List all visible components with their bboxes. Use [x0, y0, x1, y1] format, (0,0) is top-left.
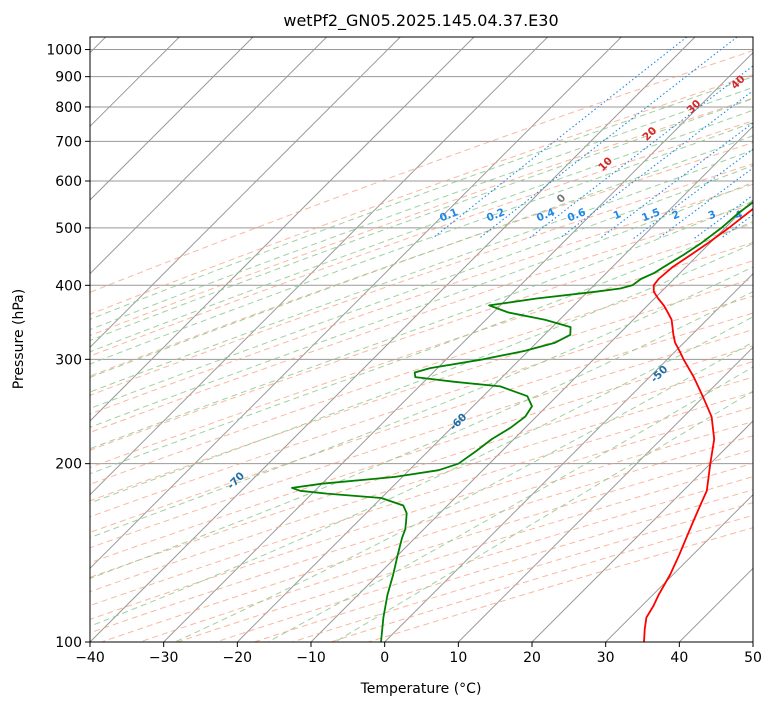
moist-adiabat-line [90, 135, 753, 378]
dry-adiabat-line [90, 74, 753, 315]
y-tick-label: 700 [55, 134, 82, 150]
chart-title: wetPf2_GN05.2025.145.04.37.E30 [283, 11, 558, 31]
y-axis-ticks: 100 200 300 400 500 600 700 800 900 1000 [46, 43, 90, 651]
x-tick-label: 10 [449, 650, 467, 666]
dry-adiabat-line [90, 278, 753, 502]
isotherm-line [752, 641, 753, 642]
isotherm-line [162, 51, 753, 642]
y-tick-label: 600 [55, 174, 82, 190]
mixing-ratio-label: 0.2 [485, 206, 507, 224]
y-tick-label: 1000 [46, 43, 82, 59]
mixing-ratio-line [599, 122, 753, 239]
moist-adiabat-line [90, 291, 753, 579]
mixing-ratio-line [528, 65, 753, 239]
y-tick-label: 900 [55, 70, 82, 86]
isotherm-line [236, 125, 753, 642]
moist-adiabat-line [90, 164, 753, 410]
moist-adiabat-label: 0 [555, 192, 569, 206]
plot-area: 0.10.20.40.611.52346810131620253036-100-… [36, 35, 775, 642]
temperature-line [643, 207, 753, 642]
mixing-ratio-label: 3 [706, 208, 717, 222]
mixing-ratio-label: 1 [612, 208, 623, 222]
dry-adiabat-line [90, 203, 753, 433]
moist-adiabat-label: 10 [596, 155, 615, 174]
x-tick-label: 40 [670, 650, 688, 666]
y-tick-label: 800 [55, 100, 82, 116]
mixing-ratio-label: 2 [670, 208, 681, 222]
x-tick-label: −40 [75, 650, 105, 666]
isotherm-line [383, 272, 753, 642]
isotherm-line [90, 37, 696, 642]
mixing-ratio-line [478, 37, 738, 239]
isopleth-labels: 0.10.20.40.611.52346810131620253036-100-… [36, 73, 748, 544]
mixing-ratio-label: 1.5 [640, 206, 662, 224]
x-tick-label: 20 [523, 650, 541, 666]
dry-adiabat-line [90, 420, 753, 634]
mixing-ratio-line [760, 35, 775, 239]
x-tick-label: −20 [223, 650, 253, 666]
x-tick-label: 30 [597, 650, 615, 666]
plot-frame [89, 36, 754, 643]
isotherm-line [604, 493, 753, 642]
moist-adiabats [90, 76, 753, 642]
dewpoint-line [291, 201, 753, 642]
mixing-ratio-lines [432, 35, 775, 239]
x-tick-label: 0 [380, 650, 389, 666]
dry-adiabat-line [90, 361, 753, 578]
isotherm-line [90, 37, 549, 496]
moist-adiabat-line [266, 366, 753, 642]
dry-adiabat-label: -60 [448, 411, 470, 433]
moist-adiabat-label: 20 [640, 125, 659, 144]
isotherm-line [457, 346, 753, 642]
isotherm-line [310, 199, 753, 642]
dry-adiabats [90, 50, 753, 642]
mixing-ratio-line [658, 167, 753, 239]
y-axis-label: Pressure (hPa) [11, 289, 27, 389]
sounding-series [291, 201, 753, 642]
dry-adiabat-label: -50 [648, 363, 670, 385]
x-tick-label: −10 [296, 650, 326, 666]
moist-adiabat-line [90, 181, 753, 428]
x-axis-ticks: −40 −30 −20 −10 0 10 20 30 40 50 [75, 642, 762, 666]
y-tick-label: 100 [55, 635, 82, 651]
mixing-ratio-line [720, 214, 753, 239]
moist-adiabat-line [90, 242, 753, 504]
mixing-ratio-label: 4 [733, 208, 744, 222]
dry-adiabat-line [252, 489, 753, 642]
y-tick-label: 400 [55, 278, 82, 294]
moist-adiabat-label: 40 [729, 73, 748, 92]
dry-adiabat-line [290, 502, 753, 642]
mixing-ratio-label: 0.1 [438, 206, 460, 224]
dry-adiabat-line [328, 514, 753, 642]
y-tick-label: 200 [55, 457, 82, 473]
moist-adiabat-label: 30 [685, 98, 704, 117]
isotherm-line [90, 37, 328, 275]
dry-adiabat-line [90, 241, 753, 469]
dry-adiabat-label: -80 [36, 522, 58, 544]
isotherm-line [90, 37, 475, 422]
y-tick-label: 500 [55, 221, 82, 237]
x-tick-label: −30 [149, 650, 179, 666]
dry-adiabat-line [90, 391, 753, 607]
y-tick-label: 300 [55, 352, 82, 368]
moist-adiabat-line [90, 266, 753, 539]
isotherm-line [90, 37, 181, 128]
x-axis-label: Temperature (°C) [360, 681, 482, 697]
x-tick-label: 50 [744, 650, 762, 666]
isotherm-line [531, 420, 753, 642]
dry-adiabat-line [90, 97, 753, 337]
dry-adiabat-line [90, 50, 753, 293]
moist-adiabat-line [90, 122, 753, 365]
isotherm-line [90, 37, 402, 349]
dry-adiabat-line [90, 295, 753, 518]
isotherm-line [90, 37, 254, 201]
moist-adiabat-line [90, 98, 753, 341]
dry-adiabat-line [90, 183, 753, 415]
mixing-ratio-line [559, 90, 753, 239]
mixing-ratio-line [432, 37, 688, 239]
isobar-grid [90, 49, 753, 642]
isotherm-grid [90, 37, 753, 642]
